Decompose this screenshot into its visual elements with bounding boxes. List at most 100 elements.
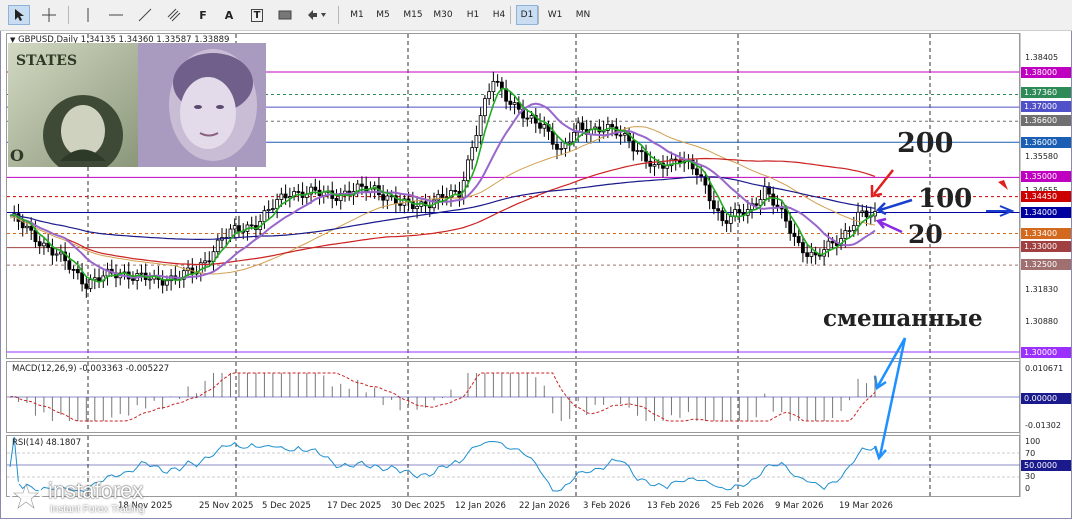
candle-body xyxy=(88,279,93,289)
candle-body xyxy=(716,208,720,212)
candle-body xyxy=(453,190,458,192)
candle-body xyxy=(84,283,89,289)
vertical-line-icon xyxy=(87,8,89,22)
timeframe-mn[interactable]: MN xyxy=(575,10,591,20)
price-level-tag: 1.34450 xyxy=(1021,191,1071,202)
candle-body xyxy=(860,210,865,213)
text-label-button[interactable]: T xyxy=(246,5,268,25)
timeframe-m1[interactable]: M1 xyxy=(350,10,364,20)
date-axis-label: 25 Nov 2025 xyxy=(199,501,254,511)
symbol-label: GBPUSD,Daily 1.34135 1.34360 1.33587 1.3… xyxy=(18,35,230,45)
macd-axis-bottom: -0.01302 xyxy=(1025,421,1061,430)
candle-body xyxy=(165,280,169,286)
candle-body xyxy=(720,210,725,222)
candle-body xyxy=(529,115,534,119)
candle-body xyxy=(207,260,212,263)
candle-body xyxy=(29,225,34,231)
candle-body xyxy=(46,242,51,248)
candle-body xyxy=(542,124,547,129)
price-axis-label: 1.35580 xyxy=(1025,152,1059,161)
fibonacci-button[interactable]: F xyxy=(192,5,214,25)
timeframe-h4[interactable]: H4 xyxy=(492,10,506,20)
rsi-axis-0: 0 xyxy=(1025,484,1031,493)
timeframe-h1[interactable]: H1 xyxy=(466,10,480,20)
horizontal-line-button[interactable] xyxy=(105,5,127,25)
svg-text:O: O xyxy=(10,146,24,165)
timeframe-m30[interactable]: M30 xyxy=(433,10,453,20)
timeframe-d1[interactable]: D1 xyxy=(516,5,538,25)
candle-body xyxy=(635,150,640,152)
candle-body xyxy=(415,205,419,210)
candle-body xyxy=(37,241,42,247)
candle-body xyxy=(271,208,275,211)
text-icon: A xyxy=(224,8,234,22)
candle-body xyxy=(864,210,869,218)
candle-body xyxy=(67,260,72,270)
arrow-to-rsi xyxy=(873,337,907,461)
candle-body xyxy=(296,191,301,193)
rsi-pane[interactable] xyxy=(6,435,1020,497)
timeframe-m15[interactable]: M15 xyxy=(403,10,423,20)
channel-button[interactable] xyxy=(163,5,185,25)
candle-body xyxy=(792,232,797,237)
annotation-ma20: 20 xyxy=(908,220,943,249)
crosshair-icon xyxy=(42,8,56,22)
price-axis-label: 1.34655 xyxy=(1025,186,1058,195)
candle-body xyxy=(385,195,390,201)
price-axis-label: 1.30880 xyxy=(1025,317,1059,326)
candle-body xyxy=(656,162,661,165)
candle-body xyxy=(538,122,542,129)
price-level-tag: 1.32500 xyxy=(1021,259,1071,270)
ma200-line xyxy=(9,157,876,266)
vertical-line-button[interactable] xyxy=(78,5,98,25)
candle-body xyxy=(707,184,712,202)
collapse-triangle-icon: ▼ xyxy=(10,36,16,44)
annotation-ma100: 100 xyxy=(918,184,973,214)
candle-body xyxy=(724,220,729,224)
candle-body xyxy=(279,193,284,200)
candle-body xyxy=(580,122,585,130)
candle-body xyxy=(42,242,46,247)
arrow-ma200 xyxy=(870,169,894,198)
logo-brand: instaforex xyxy=(48,478,144,503)
rsi-label: RSI(14) 48.1807 xyxy=(12,438,82,448)
candle-body xyxy=(512,102,517,105)
price-level-tag: 1.33400 xyxy=(1021,228,1071,239)
price-level-tag: 1.37000 xyxy=(1021,101,1071,112)
price-level-tag: 1.34000 xyxy=(1021,207,1071,218)
candle-body xyxy=(283,193,288,199)
timeframe-m5[interactable]: M5 xyxy=(376,10,390,20)
candle-body xyxy=(215,239,220,253)
arrows-menu-button[interactable] xyxy=(304,5,330,25)
candle-body xyxy=(610,124,614,128)
rsi-axis-30: 30 xyxy=(1025,472,1036,481)
candle-body xyxy=(555,143,559,150)
macd-axis-top: 0.010671 xyxy=(1025,364,1064,373)
annotation-ma200: 200 xyxy=(897,128,954,159)
candle-body xyxy=(237,225,241,232)
candle-body xyxy=(639,150,644,153)
candle-body xyxy=(262,210,267,222)
arrow-ma100 xyxy=(875,198,913,216)
candle-body xyxy=(622,133,627,136)
symbol-header: ▼ GBPUSD,Daily 1.34135 1.34360 1.33587 1… xyxy=(10,35,229,45)
candle-body xyxy=(203,260,207,264)
price-axis-label: 1.31830 xyxy=(1025,285,1059,294)
arrows-dropdown-icon xyxy=(308,10,326,20)
rectangle-button[interactable] xyxy=(274,5,296,25)
ma100-line xyxy=(9,176,876,240)
candle-body xyxy=(309,186,313,195)
horizontal-line-icon xyxy=(109,14,123,16)
trendline-button[interactable] xyxy=(134,5,156,25)
cursor-tool-button[interactable] xyxy=(8,5,30,25)
text-tool-button[interactable]: A xyxy=(218,5,240,25)
candle-body xyxy=(737,209,742,214)
price-level-tag: 1.36000 xyxy=(1021,137,1071,148)
instaforex-logo: instaforex Instant Forex Trading xyxy=(6,478,196,516)
candle-body xyxy=(559,148,564,150)
timeframe-w1[interactable]: W1 xyxy=(547,10,563,20)
crosshair-tool-button[interactable] xyxy=(38,5,60,25)
candle-body xyxy=(754,203,759,206)
candle-body xyxy=(567,141,572,144)
